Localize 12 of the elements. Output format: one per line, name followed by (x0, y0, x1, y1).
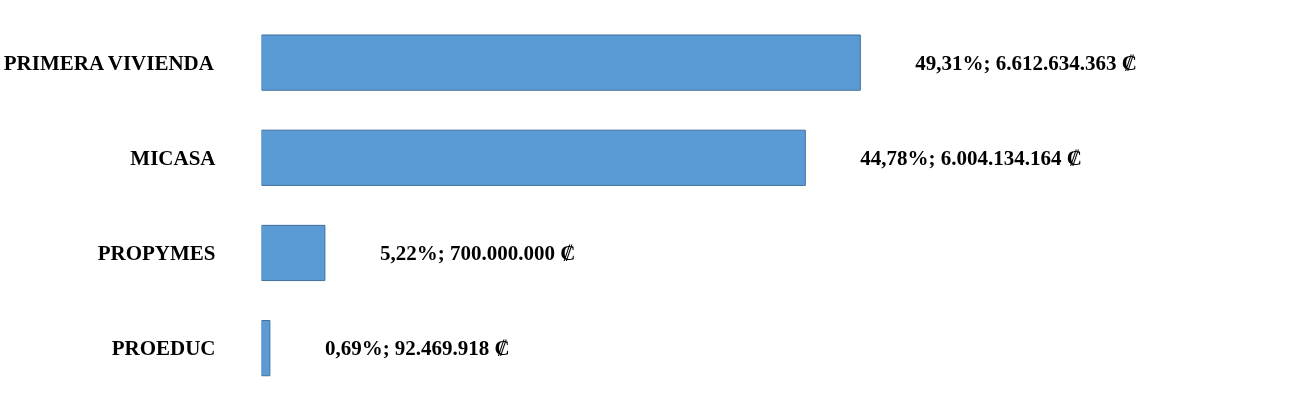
bar (261, 320, 271, 377)
y-tick-label: PROPYMES (97, 240, 216, 265)
data-label: 44,78%; 6.004.134.164 ₡ (860, 145, 1082, 170)
y-tick-label: MICASA (130, 145, 217, 170)
data-label: 49,31%; 6.612.634.363 ₡ (915, 50, 1137, 75)
bar (261, 129, 806, 186)
data-label: 5,22%; 700.000.000 ₡ (379, 240, 576, 265)
bar (261, 224, 326, 282)
bar (261, 34, 861, 91)
data-label: 0,69%; 92.469.918 ₡ (324, 336, 510, 361)
y-tick-label: PROEDUC (111, 336, 216, 361)
y-tick-label: PRIMERA VIVIENDA (3, 50, 215, 75)
